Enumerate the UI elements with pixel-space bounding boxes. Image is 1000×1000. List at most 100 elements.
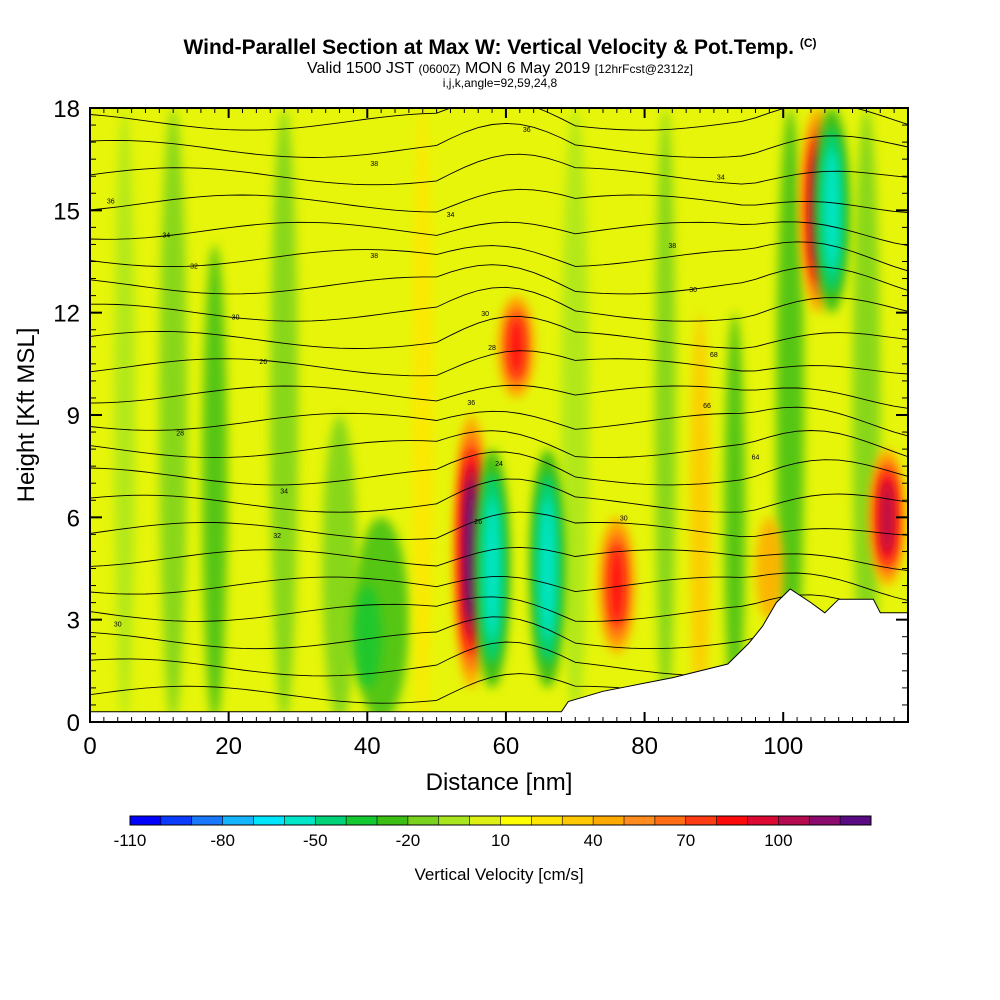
colorbar-swatch-23 <box>840 816 872 825</box>
theta-label-23: 66 <box>703 403 711 410</box>
colorbar-tick-label-7: 100 <box>764 831 792 850</box>
y-tick-label-12: 12 <box>53 301 80 328</box>
colorbar-swatch-1 <box>160 816 193 825</box>
theta-contour-13 <box>90 315 908 349</box>
theta-label-10: 34 <box>447 212 455 219</box>
colorbar-tick-label-4: 10 <box>491 831 510 850</box>
plot-area: 30 32 34 28 26 30 32 34 36 38 34 36 30 28 24 26 30 36 38 34… <box>90 108 908 722</box>
colorbar-swatch-17 <box>654 816 687 825</box>
theta-contour-18 <box>90 188 908 214</box>
theta-label-6: 32 <box>190 263 198 270</box>
theta-contour-9 <box>90 430 908 459</box>
theta-contours <box>90 108 908 704</box>
y-tick-label-0: 0 <box>67 710 80 737</box>
theta-label-3: 28 <box>176 430 184 437</box>
theta-contour-14 <box>90 286 908 322</box>
field-band-8 <box>561 108 590 722</box>
colorbar-swatch-0 <box>130 816 162 825</box>
theta-label-22: 68 <box>710 352 718 359</box>
theta-label-14: 24 <box>495 461 503 468</box>
colorbar-swatch-16 <box>624 816 656 825</box>
colorbar-swatch-13 <box>531 816 563 825</box>
chart-title: Wind-Parallel Section at Max W: Vertical… <box>183 36 817 59</box>
theta-contour-11 <box>90 384 908 409</box>
theta-label-11: 36 <box>467 400 475 407</box>
colorbar-tick-label-1: -80 <box>210 831 235 850</box>
colorbar-swatch-5 <box>284 816 316 825</box>
theta-contour-20 <box>90 122 908 158</box>
x-tick-label-20: 20 <box>215 733 242 760</box>
colorbar-swatch-18 <box>685 816 718 825</box>
colorbar-tick-label-2: -50 <box>303 831 328 850</box>
y-axis-title: Height [Kft MSL] <box>13 328 40 503</box>
field-band-4 <box>322 415 357 722</box>
theta-contour-5 <box>90 546 908 571</box>
theta-label-2: 34 <box>280 488 288 495</box>
downdraft-2-level-2 <box>824 148 840 272</box>
theta-label-9: 38 <box>370 253 378 260</box>
x-tick-label-100: 100 <box>763 733 803 760</box>
field-band-1 <box>159 108 188 722</box>
theta-label-24: 64 <box>752 454 760 461</box>
theta-label-20: 38 <box>668 243 676 250</box>
theta-label-16: 30 <box>620 516 628 523</box>
theta-contour-3 <box>90 594 908 624</box>
theta-contour-labels: 30 32 34 28 26 30 32 34 36 38 34 36 30 28 24 26 30 36 38 34… <box>107 127 760 629</box>
theta-contour-16 <box>90 241 908 272</box>
colorbar-tick-label-0: -110 <box>114 831 147 850</box>
downdraft-0-level-2 <box>484 496 500 641</box>
colorbar-swatch-12 <box>500 816 532 825</box>
theta-label-18: 38 <box>370 161 378 168</box>
colorbar-swatch-22 <box>809 816 841 825</box>
field-band-3 <box>270 108 298 722</box>
colorbar-swatch-11 <box>469 816 501 825</box>
y-tick-label-15: 15 <box>53 198 80 225</box>
theta-label-4: 26 <box>259 359 267 366</box>
downdraft-1-level-2 <box>540 496 555 641</box>
colorbar-swatch-15 <box>593 816 625 825</box>
colorbar-swatch-6 <box>315 816 347 825</box>
theta-contour-12 <box>90 350 908 377</box>
theta-contour-8 <box>90 451 908 486</box>
field-band-13 <box>852 108 881 722</box>
colorbar-swatch-19 <box>716 816 748 825</box>
colorbar-tick-label-6: 70 <box>676 831 695 850</box>
colorbar-swatch-8 <box>377 816 409 825</box>
colorbar-swatch-3 <box>222 816 254 825</box>
field-band-10 <box>689 312 711 722</box>
y-tick-label-6: 6 <box>67 505 80 532</box>
theta-label-15: 26 <box>474 519 482 526</box>
colorbar-swatch-4 <box>253 816 285 825</box>
field-band-9 <box>654 108 676 722</box>
field-band-14 <box>755 517 784 620</box>
updraft-4-level-3 <box>881 479 894 555</box>
colorbar-swatch-21 <box>778 816 810 825</box>
x-axis-title: Distance [nm] <box>426 769 573 796</box>
y-tick-label-3: 3 <box>67 608 80 635</box>
theta-contour-6 <box>90 511 908 540</box>
theta-contour-4 <box>90 572 908 601</box>
colorbar-title: Vertical Velocity [cm/s] <box>414 865 583 884</box>
colorbar: -110 -80 -50 -20 10 40 70 100 <box>114 815 872 850</box>
colorbar-swatch-20 <box>747 816 779 825</box>
theta-contour-7 <box>90 478 908 513</box>
field-band-2 <box>202 244 228 722</box>
y-tick-label-9: 9 <box>67 403 80 430</box>
colorbar-tick-label-5: 40 <box>584 831 603 850</box>
theta-label-1: 32 <box>273 533 281 540</box>
terrain-mask <box>90 588 908 722</box>
theta-label-13: 28 <box>488 345 496 352</box>
theta-contour-17 <box>90 221 908 247</box>
theta-label-21: 30 <box>689 287 697 294</box>
field-band-11 <box>724 312 746 722</box>
x-tick-label-60: 60 <box>493 733 520 760</box>
theta-label-17: 36 <box>523 127 531 134</box>
colorbar-swatch-10 <box>438 816 471 825</box>
chart-indices: i,j,k,angle=92,59,24,8 <box>442 76 558 90</box>
theta-label-8: 36 <box>107 199 115 206</box>
colorbar-swatch-7 <box>346 816 378 825</box>
theta-contour-10 <box>90 406 908 437</box>
theta-label-12: 30 <box>481 311 489 318</box>
updraft-0-level-4 <box>466 480 477 623</box>
